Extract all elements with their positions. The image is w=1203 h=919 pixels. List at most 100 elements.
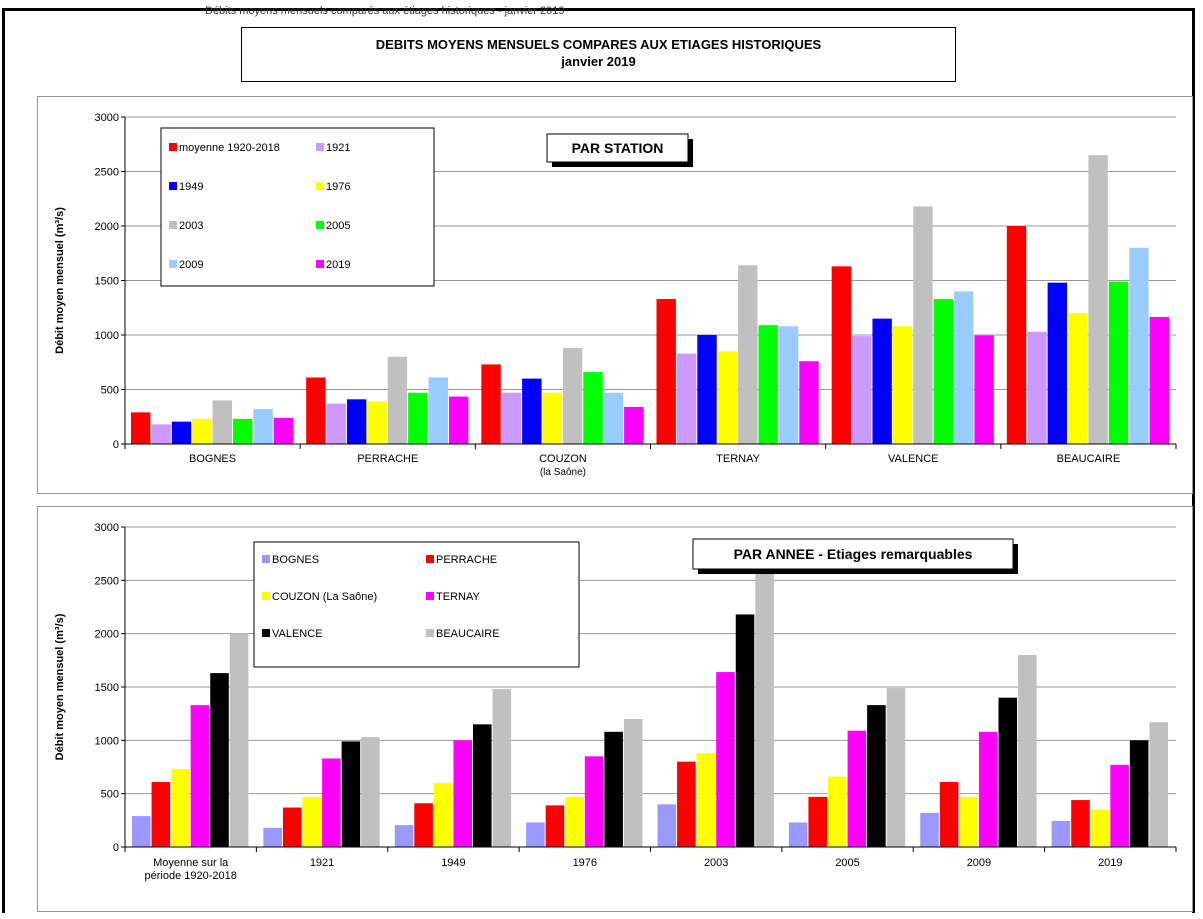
- annee-ytick-label: 500: [101, 789, 119, 801]
- annee-legend-label: VALENCE: [272, 628, 323, 640]
- annee-legend-swatch: [262, 555, 270, 563]
- station-legend-swatch: [316, 221, 324, 229]
- station-bar: [872, 318, 892, 444]
- annee-bar: [526, 822, 545, 847]
- annee-bar: [657, 804, 677, 847]
- annee-category-label: 2005: [835, 857, 859, 869]
- annee-category-label: 2019: [1098, 857, 1122, 869]
- annee-bar: [322, 758, 341, 847]
- annee-category-label: 1921: [310, 857, 334, 869]
- station-bar: [1129, 247, 1149, 444]
- annee-bar: [453, 740, 472, 847]
- annee-category-sublabel: période 1920-2018: [145, 870, 237, 882]
- annee-bar: [132, 816, 151, 847]
- station-bar: [387, 356, 408, 444]
- chart-par-station-svg: 0 500 1000 1500 2000 2500 3000 Débit moyen mens…: [54, 112, 1177, 478]
- annee-bar: [1110, 764, 1129, 847]
- station-bar: [738, 265, 758, 444]
- annee-bar: [959, 796, 978, 847]
- annee-ytick-label: 2000: [95, 629, 119, 641]
- annee-bar: [151, 781, 171, 847]
- annee-bar: [696, 753, 716, 847]
- station-bar: [522, 378, 542, 444]
- station-category-label: COUZON: [539, 453, 587, 465]
- station-ylabel: Débit moyen mensuel (m³/s): [54, 207, 66, 354]
- annee-bar: [1149, 722, 1168, 847]
- station-bar: [367, 401, 387, 444]
- station-legend-box: [160, 127, 435, 287]
- annee-bar: [1051, 820, 1071, 847]
- annee-bar: [545, 805, 565, 847]
- annee-ylabel: Débit moyen mensuel (m³/s): [54, 613, 66, 760]
- station-bar: [408, 392, 428, 444]
- station-legend-label: 1921: [326, 142, 350, 154]
- station-bar: [717, 351, 738, 444]
- station-bar: [1108, 281, 1129, 444]
- station-bar: [171, 421, 192, 444]
- annee-bar: [282, 807, 302, 847]
- annee-bar: [604, 731, 623, 847]
- station-bar: [481, 364, 501, 444]
- annee-bar: [828, 776, 847, 847]
- station-category-label: BOGNES: [189, 453, 236, 465]
- station-legend-label: 2003: [179, 220, 203, 232]
- station-ytick-label: 2500: [95, 167, 119, 179]
- outer-frame: Débits moyens mensuels comparés aux étia…: [2, 5, 1195, 913]
- annee-legend-label: COUZON (La Saône): [272, 591, 377, 603]
- station-bar: [428, 377, 448, 444]
- annee-bar: [1129, 740, 1149, 847]
- annee-bar: [1071, 800, 1090, 847]
- station-ytick-label: 1500: [95, 276, 119, 288]
- station-bar: [913, 206, 933, 444]
- station-ytick-label: 3000: [95, 112, 119, 124]
- station-legend-label: 1976: [326, 181, 350, 193]
- annee-title-box: [692, 538, 1014, 570]
- annee-legend-swatch: [262, 629, 270, 637]
- station-title-box: [546, 133, 689, 163]
- station-bar: [656, 299, 676, 444]
- station-bar: [273, 417, 294, 444]
- station-title: PAR STATION: [572, 140, 664, 156]
- annee-ytick-label: 0: [113, 842, 119, 854]
- station-bar: [583, 372, 603, 444]
- station-bar: [1006, 226, 1027, 444]
- annee-bar: [565, 796, 584, 847]
- annee-bar: [788, 822, 808, 847]
- annee-category-label: 1949: [441, 857, 465, 869]
- station-bar: [253, 409, 273, 444]
- station-legend-label: 1949: [179, 181, 203, 193]
- station-legend-swatch: [169, 182, 177, 190]
- station-bar: [852, 336, 872, 444]
- annee-bar: [341, 741, 361, 847]
- annee-bar: [755, 564, 774, 847]
- station-bar: [131, 412, 151, 444]
- annee-bar: [808, 796, 827, 847]
- station-bar: [232, 418, 253, 444]
- station-bar: [1047, 282, 1068, 444]
- station-bar: [1149, 317, 1169, 444]
- annee-legend-swatch: [426, 555, 434, 563]
- station-category-sublabel: (la Saône): [540, 467, 586, 478]
- chart-par-station: 0 500 1000 1500 2000 2500 3000 Débit moyen mens…: [37, 96, 1193, 494]
- annee-bar: [394, 825, 414, 847]
- annee-legend-swatch: [426, 629, 434, 637]
- station-ytick-label: 500: [101, 385, 119, 397]
- annee-category-label: 2003: [704, 857, 728, 869]
- station-legend-label: moyenne 1920-2018: [179, 142, 280, 154]
- station-bar: [562, 348, 583, 444]
- annee-bar: [998, 697, 1018, 847]
- annee-ytick-label: 1500: [95, 682, 119, 694]
- station-bar: [676, 353, 697, 444]
- station-ytick-label: 1000: [95, 330, 119, 342]
- annee-ytick-label: 3000: [95, 522, 119, 534]
- annee-legend-box: [253, 541, 580, 668]
- annee-legend-label: TERNAY: [436, 591, 480, 603]
- station-bar: [778, 326, 799, 444]
- station-bar: [448, 396, 469, 444]
- annee-bar: [302, 796, 322, 847]
- station-category-label: TERNAY: [716, 453, 760, 465]
- station-bar: [346, 399, 367, 444]
- annee-bar: [867, 705, 886, 847]
- annee-bar: [716, 672, 735, 847]
- annee-legend-swatch: [426, 592, 434, 600]
